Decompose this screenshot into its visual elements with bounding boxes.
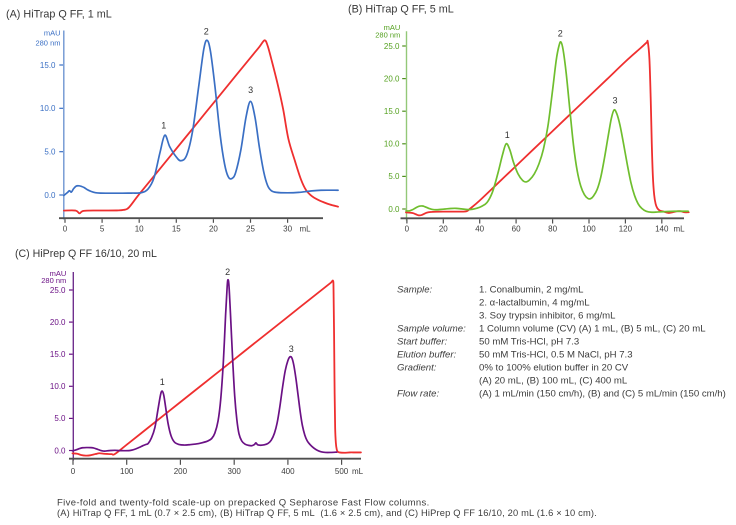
svg-text:20.0: 20.0: [50, 318, 66, 327]
svg-text:Sample volume:: Sample volume:: [397, 324, 466, 335]
svg-text:50 mM Tris-HCl, pH 7.3: 50 mM Tris-HCl, pH 7.3: [479, 337, 579, 348]
svg-text:20: 20: [209, 225, 218, 234]
svg-text:1: 1: [160, 377, 165, 387]
svg-text:0.0: 0.0: [388, 205, 400, 214]
svg-text:25.0: 25.0: [50, 286, 66, 295]
svg-text:5.0: 5.0: [54, 414, 66, 423]
svg-text:5.0: 5.0: [388, 172, 400, 181]
svg-text:0% to 100% elution buffer in 2: 0% to 100% elution buffer in 20 CV: [479, 363, 629, 374]
svg-text:1. Conalbumin, 2 mg/mL: 1. Conalbumin, 2 mg/mL: [479, 285, 584, 296]
svg-text:400: 400: [281, 467, 295, 476]
svg-text:mL: mL: [352, 467, 364, 476]
svg-text:100: 100: [582, 225, 596, 234]
svg-text:100: 100: [120, 467, 134, 476]
svg-text:15.0: 15.0: [50, 350, 66, 359]
svg-text:mAU: mAU: [44, 29, 61, 38]
svg-text:Start buffer:: Start buffer:: [397, 337, 447, 348]
svg-text:0.0: 0.0: [54, 446, 66, 455]
svg-text:15: 15: [172, 225, 181, 234]
svg-text:0: 0: [405, 225, 410, 234]
svg-text:mAU: mAU: [50, 269, 67, 278]
svg-text:120: 120: [619, 225, 633, 234]
svg-text:280 nm: 280 nm: [375, 30, 400, 39]
svg-text:2: 2: [558, 29, 563, 39]
svg-text:2. α-lactalbumin, 4 mg/mL: 2. α-lactalbumin, 4 mg/mL: [479, 298, 590, 309]
svg-text:0: 0: [71, 467, 76, 476]
svg-text:40: 40: [475, 225, 484, 234]
svg-text:25.0: 25.0: [384, 42, 400, 51]
svg-text:Elution buffer:: Elution buffer:: [397, 350, 457, 361]
svg-text:Sample:: Sample:: [397, 285, 433, 296]
svg-text:3: 3: [248, 85, 253, 95]
svg-text:60: 60: [512, 225, 521, 234]
svg-text:1: 1: [505, 130, 510, 140]
svg-text:5: 5: [100, 225, 105, 234]
svg-text:10: 10: [135, 225, 144, 234]
svg-text:20.0: 20.0: [384, 74, 400, 83]
svg-text:3: 3: [612, 96, 617, 106]
svg-text:20: 20: [439, 225, 448, 234]
svg-text:1 Column volume (CV) (A) 1 mL,: 1 Column volume (CV) (A) 1 mL, (B) 5 mL,…: [479, 324, 706, 335]
svg-text:mAU: mAU: [384, 23, 401, 32]
svg-text:(A) HiTrap Q FF, 1 mL (0.7 × 2: (A) HiTrap Q FF, 1 mL (0.7 × 2.5 cm), (B…: [57, 508, 597, 518]
svg-text:15.0: 15.0: [384, 107, 400, 116]
svg-text:(A) 20 mL, (B) 100 mL, (C) 400: (A) 20 mL, (B) 100 mL, (C) 400 mL: [479, 376, 628, 387]
svg-text:280 nm: 280 nm: [35, 38, 60, 47]
svg-text:280 nm: 280 nm: [41, 276, 66, 285]
svg-text:(A) HiTrap Q FF, 1 mL: (A) HiTrap Q FF, 1 mL: [6, 9, 112, 21]
svg-text:Flow rate:: Flow rate:: [397, 389, 439, 400]
svg-text:80: 80: [548, 225, 557, 234]
svg-text:3. Soy trypsin inhibitor, 6 mg: 3. Soy trypsin inhibitor, 6 mg/mL: [479, 311, 616, 322]
svg-text:(B) HiTrap Q FF, 5 mL: (B) HiTrap Q FF, 5 mL: [348, 4, 454, 16]
svg-text:mL: mL: [673, 225, 685, 234]
svg-text:2: 2: [225, 267, 230, 277]
svg-text:0.0: 0.0: [44, 191, 56, 200]
svg-text:5.0: 5.0: [44, 148, 56, 157]
svg-text:mL: mL: [299, 225, 311, 234]
svg-text:Five-fold and twenty-fold scal: Five-fold and twenty-fold scale-up on pr…: [57, 498, 430, 509]
svg-text:0: 0: [63, 225, 68, 234]
svg-text:140: 140: [655, 225, 669, 234]
svg-text:(A) 1 mL/min (150 cm/h), (B) a: (A) 1 mL/min (150 cm/h), (B) and (C) 5 m…: [479, 389, 726, 400]
svg-text:25: 25: [246, 225, 255, 234]
svg-text:10.0: 10.0: [40, 104, 56, 113]
svg-text:500: 500: [335, 467, 349, 476]
svg-text:50 mM Tris-HCl, 0.5 M NaCl, pH: 50 mM Tris-HCl, 0.5 M NaCl, pH 7.3: [479, 350, 633, 361]
svg-text:(C) HiPrep Q FF 16/10, 20 mL: (C) HiPrep Q FF 16/10, 20 mL: [15, 248, 157, 260]
svg-text:3: 3: [289, 344, 294, 354]
svg-text:1: 1: [161, 121, 166, 131]
svg-text:30: 30: [283, 225, 292, 234]
svg-text:Gradient:: Gradient:: [397, 363, 437, 374]
svg-text:2: 2: [204, 27, 209, 37]
svg-text:10.0: 10.0: [50, 382, 66, 391]
svg-text:10.0: 10.0: [384, 140, 400, 149]
svg-text:15.0: 15.0: [40, 61, 56, 70]
svg-text:200: 200: [174, 467, 188, 476]
svg-text:300: 300: [228, 467, 242, 476]
